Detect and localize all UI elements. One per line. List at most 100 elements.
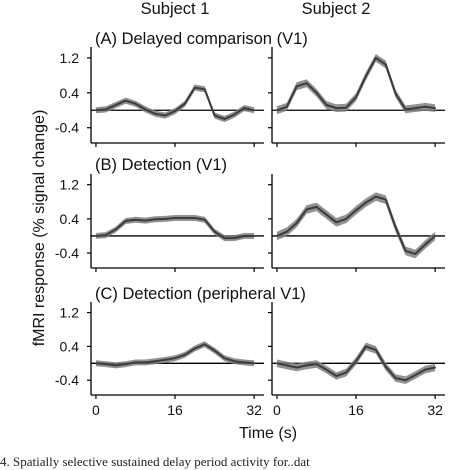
data-point xyxy=(184,102,186,105)
panel-2-subject-1-plot: -0.4 0.4 1.2 0 16 32 xyxy=(55,302,264,418)
data-point xyxy=(233,113,236,116)
y-tick-label: 0.4 xyxy=(60,211,80,227)
panel-2-subject-2-plot: 0 16 32 xyxy=(268,302,445,418)
data-point xyxy=(295,85,298,88)
data-point xyxy=(164,217,167,220)
data-point xyxy=(404,250,407,252)
x-tick-label: 0 xyxy=(273,402,281,418)
x-tick-label: 0 xyxy=(92,402,100,418)
data-point xyxy=(365,345,367,348)
data-point xyxy=(104,108,107,111)
data-point xyxy=(276,362,278,365)
data-point xyxy=(114,228,117,231)
data-point xyxy=(434,107,437,109)
data-point xyxy=(384,365,387,368)
column-title-subject-1: Subject 1 xyxy=(141,0,210,18)
data-point xyxy=(365,201,367,204)
data-point xyxy=(154,360,157,363)
data-point xyxy=(95,362,97,365)
data-point xyxy=(213,349,216,352)
data-point xyxy=(233,237,236,239)
data-point xyxy=(355,96,357,99)
data-point xyxy=(325,104,328,106)
data-point xyxy=(374,348,377,351)
data-point xyxy=(404,108,407,111)
y-tick-label: 1.2 xyxy=(60,50,80,66)
data-point xyxy=(424,105,427,108)
data-point xyxy=(243,361,246,364)
panel-1-subject-1-plot: -0.4 0.4 1.2 xyxy=(55,174,264,272)
data-point xyxy=(384,63,387,66)
data-point xyxy=(315,91,318,94)
data-point xyxy=(253,109,256,112)
data-point xyxy=(285,105,288,108)
data-point xyxy=(95,109,97,112)
data-point xyxy=(213,230,216,233)
data-point xyxy=(335,107,338,109)
data-point xyxy=(164,114,167,117)
data-point xyxy=(345,217,348,220)
data-point xyxy=(355,209,357,212)
data-point xyxy=(223,118,226,120)
data-point xyxy=(144,219,147,222)
data-point xyxy=(154,112,157,115)
data-point xyxy=(374,195,377,198)
panel-title-2: (C) Detection (peripheral V1) xyxy=(95,285,306,303)
data-point xyxy=(365,75,367,78)
data-point xyxy=(134,218,137,221)
error-band xyxy=(95,215,255,242)
error-band xyxy=(276,192,436,259)
data-point xyxy=(124,99,127,102)
data-point xyxy=(203,218,206,221)
data-point xyxy=(243,235,246,237)
x-axis-label: Time (s) xyxy=(239,425,297,442)
data-point xyxy=(434,235,437,237)
data-point xyxy=(394,377,397,379)
data-point xyxy=(345,106,348,109)
data-point xyxy=(184,353,186,356)
panels-group: (A) Delayed comparison (V1) -0.4 0.4 1.2 (B)… xyxy=(55,30,445,418)
data-point xyxy=(394,226,397,229)
y-tick-label: 1.2 xyxy=(60,305,80,321)
column-title-subject-2: Subject 2 xyxy=(302,0,371,18)
data-point xyxy=(315,206,318,208)
error-band xyxy=(276,342,436,384)
y-tick-label: -0.4 xyxy=(55,372,79,388)
data-point xyxy=(164,359,167,361)
y-tick-label: -0.4 xyxy=(55,245,79,261)
data-point xyxy=(325,213,328,216)
data-point xyxy=(335,375,338,377)
data-point xyxy=(174,357,176,360)
data-point xyxy=(276,235,278,237)
data-point xyxy=(315,363,318,366)
data-point xyxy=(335,221,338,224)
data-point xyxy=(253,235,256,237)
x-tick-label: 32 xyxy=(427,402,443,418)
data-point xyxy=(243,107,246,109)
data-point xyxy=(95,235,97,237)
data-point xyxy=(325,368,328,371)
data-point xyxy=(104,234,107,237)
y-tick-label: 1.2 xyxy=(60,177,80,193)
data-point xyxy=(414,374,417,377)
data-point xyxy=(203,88,206,91)
data-point xyxy=(285,364,288,367)
data-point xyxy=(233,360,236,363)
data-point xyxy=(184,217,186,219)
data-point xyxy=(305,364,308,367)
data-point xyxy=(114,364,117,367)
data-point xyxy=(124,220,127,222)
x-tick-label: 16 xyxy=(348,402,364,418)
data-point xyxy=(276,109,278,112)
data-point xyxy=(104,363,107,366)
data-point xyxy=(384,198,387,201)
data-point xyxy=(174,217,176,219)
data-point xyxy=(305,208,308,211)
y-tick-label: -0.4 xyxy=(55,120,79,136)
data-point xyxy=(134,361,137,364)
series-line xyxy=(276,195,436,255)
x-tick-label: 16 xyxy=(167,402,183,418)
figure-caption-fragment: 4. Spatially selective sustained delay p… xyxy=(0,454,310,469)
data-point xyxy=(193,347,196,350)
